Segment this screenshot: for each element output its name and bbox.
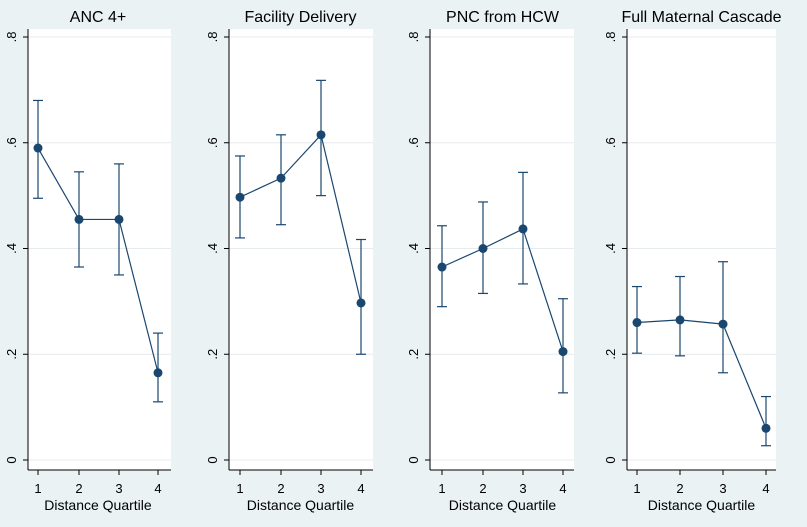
x-tick-label: 3	[115, 481, 122, 496]
x-axis-label: Distance Quartile	[449, 497, 557, 513]
chart-title: PNC from HCW	[446, 9, 560, 26]
x-tick-label: 2	[676, 481, 683, 496]
data-point	[632, 318, 642, 328]
data-point	[356, 298, 366, 308]
x-tick-label: 1	[34, 481, 41, 496]
x-tick-label: 2	[277, 481, 284, 496]
chart-title: Facility Delivery	[244, 9, 356, 26]
y-tick-label: .4	[603, 243, 618, 254]
x-tick-label: 1	[438, 481, 445, 496]
data-point	[33, 143, 43, 153]
series-line	[636, 319, 767, 429]
data-point	[235, 192, 245, 202]
x-axis-label: Distance Quartile	[648, 497, 756, 513]
y-tick-label: .4	[205, 243, 220, 254]
x-tick-label: 4	[357, 481, 364, 496]
y-tick-label: 0	[406, 456, 421, 463]
data-point	[761, 423, 771, 433]
x-tick-label: 1	[236, 481, 243, 496]
data-point	[74, 214, 84, 224]
plot-area	[430, 29, 574, 470]
y-tick-label: .2	[603, 349, 618, 360]
data-point	[316, 130, 326, 140]
x-tick-label: 4	[762, 481, 769, 496]
error-bar	[153, 332, 163, 403]
chart-panel-4: 0 .2 .4 .6 .8 1 2 3 4 Full Maternal Cascade Distan…	[603, 9, 782, 513]
plot-area	[229, 29, 373, 470]
y-tick-label: 0	[205, 456, 220, 463]
y-tick-label: .6	[603, 137, 618, 148]
y-tick-label: 0	[4, 456, 19, 463]
y-tick-label: .8	[406, 32, 421, 43]
data-point	[478, 244, 488, 253]
data-point	[276, 173, 286, 183]
y-tick-label: .6	[205, 137, 220, 148]
data-point	[675, 315, 685, 325]
x-tick-label: 3	[317, 481, 324, 496]
x-tick-label: 1	[633, 481, 640, 496]
plot-area	[627, 29, 776, 470]
data-point	[437, 262, 447, 272]
x-tick-label: 4	[559, 481, 566, 496]
x-tick-label: 3	[719, 481, 726, 496]
data-point	[718, 319, 728, 329]
series-line	[441, 228, 564, 352]
series-line	[239, 133, 362, 304]
chart-panel-1: 0 .2 .4 .6 .8 1 2 3 4 ANC 4+ Distance Quartile	[4, 9, 171, 513]
error-bar	[356, 238, 366, 355]
y-tick-label: .8	[4, 32, 19, 43]
y-tick-label: .8	[205, 32, 220, 43]
x-axis-label: Distance Quartile	[247, 497, 355, 513]
y-tick-label: .4	[4, 243, 19, 254]
data-point	[518, 224, 528, 234]
y-tick-label: .4	[406, 243, 421, 254]
chart-panel-3: 0 .2 .4 .6 .8 1 2 3 4 PNC from HCW Distance Quarti…	[406, 9, 574, 513]
error-bar	[761, 395, 771, 447]
x-axis-label: Distance Quartile	[44, 497, 152, 513]
series-line	[37, 147, 159, 373]
plot-area	[28, 29, 171, 470]
x-tick-label: 2	[479, 481, 486, 496]
y-tick-label: .6	[4, 137, 19, 148]
error-bar	[718, 261, 728, 374]
data-point	[558, 347, 568, 357]
data-point	[114, 214, 124, 224]
x-tick-label: 3	[519, 481, 526, 496]
y-tick-label: .8	[603, 32, 618, 43]
data-point	[153, 368, 163, 378]
x-tick-label: 4	[154, 481, 161, 496]
chart-title: ANC 4+	[70, 9, 126, 26]
chart-title: Full Maternal Cascade	[621, 9, 781, 26]
y-tick-label: .2	[406, 349, 421, 360]
error-bar	[558, 298, 568, 394]
chart-panel-2: 0 .2 .4 .6 .8 1 2 3 4 Facility Delivery Distance Q…	[205, 9, 373, 513]
y-tick-label: .2	[205, 349, 220, 360]
y-tick-label: .2	[4, 349, 19, 360]
x-tick-label: 2	[75, 481, 82, 496]
y-tick-label: 0	[603, 456, 618, 463]
y-tick-label: .6	[406, 137, 421, 148]
